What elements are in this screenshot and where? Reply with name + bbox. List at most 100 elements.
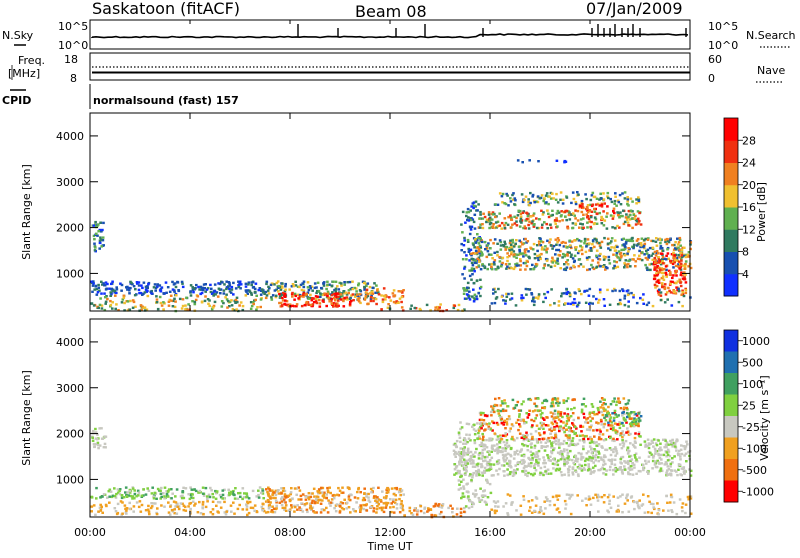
- heatmap-cell: [110, 293, 113, 296]
- heatmap-cell: [586, 221, 589, 224]
- heatmap-cell: [517, 245, 521, 248]
- heatmap-cell: [138, 291, 141, 295]
- nsearch-label: N.Search: [746, 29, 796, 42]
- heatmap-cell: [610, 421, 614, 424]
- heatmap-cell: [451, 507, 454, 510]
- heatmap-cell: [116, 502, 120, 506]
- heatmap-cell: [345, 296, 349, 299]
- heatmap-cell: [621, 472, 624, 475]
- heatmap-cell: [389, 506, 392, 509]
- heatmap-cell: [152, 286, 156, 289]
- heatmap-cell: [557, 304, 561, 307]
- heatmap-cell: [294, 294, 298, 298]
- heatmap-cell: [562, 450, 566, 453]
- heatmap-cell: [573, 398, 576, 401]
- heatmap-cell: [302, 289, 306, 292]
- heatmap-cell: [547, 202, 550, 206]
- heatmap-cell: [658, 268, 662, 271]
- heatmap-cell: [493, 238, 497, 241]
- heatmap-cell: [246, 289, 250, 292]
- heatmap-cell: [158, 295, 162, 299]
- heatmap-cell: [669, 439, 672, 443]
- heatmap-cell: [363, 498, 367, 502]
- heatmap-cell: [663, 287, 667, 291]
- heatmap-cell: [588, 256, 591, 259]
- heatmap-cell: [613, 211, 616, 215]
- heatmap-cell: [670, 441, 673, 444]
- heatmap-cell: [649, 268, 652, 272]
- heatmap-cell: [565, 246, 569, 249]
- heatmap-cell: [97, 510, 100, 513]
- heatmap-cell: [307, 303, 310, 306]
- heatmap-cell: [463, 251, 466, 254]
- heatmap-cell: [188, 497, 192, 501]
- heatmap-cell: [104, 281, 108, 284]
- heatmap-cell: [583, 468, 587, 471]
- heatmap-cell: [553, 409, 557, 412]
- heatmap-cell: [622, 397, 626, 400]
- heatmap-cell: [284, 494, 287, 498]
- heatmap-cell: [581, 455, 584, 459]
- heatmap-cell: [480, 494, 484, 497]
- heatmap-cell: [481, 253, 484, 256]
- heatmap-cell: [359, 504, 362, 507]
- heatmap-cell: [250, 283, 253, 287]
- heatmap-cell: [483, 445, 486, 448]
- heatmap-cell: [677, 468, 680, 471]
- heatmap-cell: [482, 419, 486, 422]
- heatmap-cell: [555, 494, 558, 497]
- heatmap-cell: [504, 432, 507, 435]
- heatmap-cell: [366, 294, 370, 298]
- heatmap-cell: [535, 200, 538, 203]
- heatmap-cell: [520, 219, 524, 222]
- heatmap-cell: [573, 254, 577, 257]
- heatmap-cell: [567, 419, 570, 422]
- heatmap-cell: [641, 251, 644, 254]
- heatmap-cell: [478, 429, 481, 432]
- heatmap-cell: [556, 498, 560, 501]
- heatmap-cell: [222, 301, 225, 305]
- heatmap-cell: [556, 451, 560, 454]
- heatmap-cell: [463, 297, 467, 300]
- heatmap-cell: [204, 283, 207, 286]
- heatmap-cell: [549, 432, 552, 435]
- heatmap-cell: [92, 442, 96, 446]
- heatmap-cell: [401, 291, 404, 294]
- heatmap-cell: [537, 226, 540, 230]
- heatmap-cell: [349, 301, 352, 304]
- heatmap-cell: [626, 202, 629, 206]
- heatmap-cell: [283, 508, 286, 511]
- heatmap-cell: [521, 470, 524, 473]
- heatmap-cell: [519, 215, 523, 218]
- heatmap-cell: [216, 500, 220, 504]
- heatmap-cell: [505, 295, 509, 298]
- heatmap-cell: [201, 492, 205, 495]
- heatmap-cell: [318, 491, 322, 495]
- heatmap-cell: [465, 297, 468, 300]
- heatmap-cell: [213, 290, 217, 293]
- heatmap-cell: [410, 304, 413, 307]
- heatmap-cell: [102, 446, 106, 449]
- heatmap-cell: [536, 249, 539, 253]
- heatmap-cell: [672, 274, 675, 277]
- heatmap-cell: [626, 415, 629, 419]
- heatmap-cell: [357, 297, 361, 300]
- heatmap-cell: [338, 509, 342, 513]
- heatmap-cell: [614, 429, 617, 432]
- heatmap-cell: [285, 300, 289, 303]
- heatmap-cell: [266, 289, 270, 292]
- heatmap-cell: [181, 490, 185, 493]
- heatmap-cell: [203, 299, 207, 303]
- heatmap-cell: [482, 411, 485, 415]
- heatmap-cell: [554, 433, 557, 437]
- heatmap-cell: [683, 278, 686, 281]
- heatmap-cell: [388, 296, 391, 299]
- heatmap-cell: [474, 493, 477, 496]
- heatmap-cell: [468, 433, 471, 437]
- heatmap-cell: [541, 246, 544, 249]
- heatmap-cell: [500, 438, 504, 441]
- heatmap-cell: [610, 200, 614, 204]
- heatmap-cell: [609, 506, 613, 509]
- heatmap-cell: [348, 280, 352, 284]
